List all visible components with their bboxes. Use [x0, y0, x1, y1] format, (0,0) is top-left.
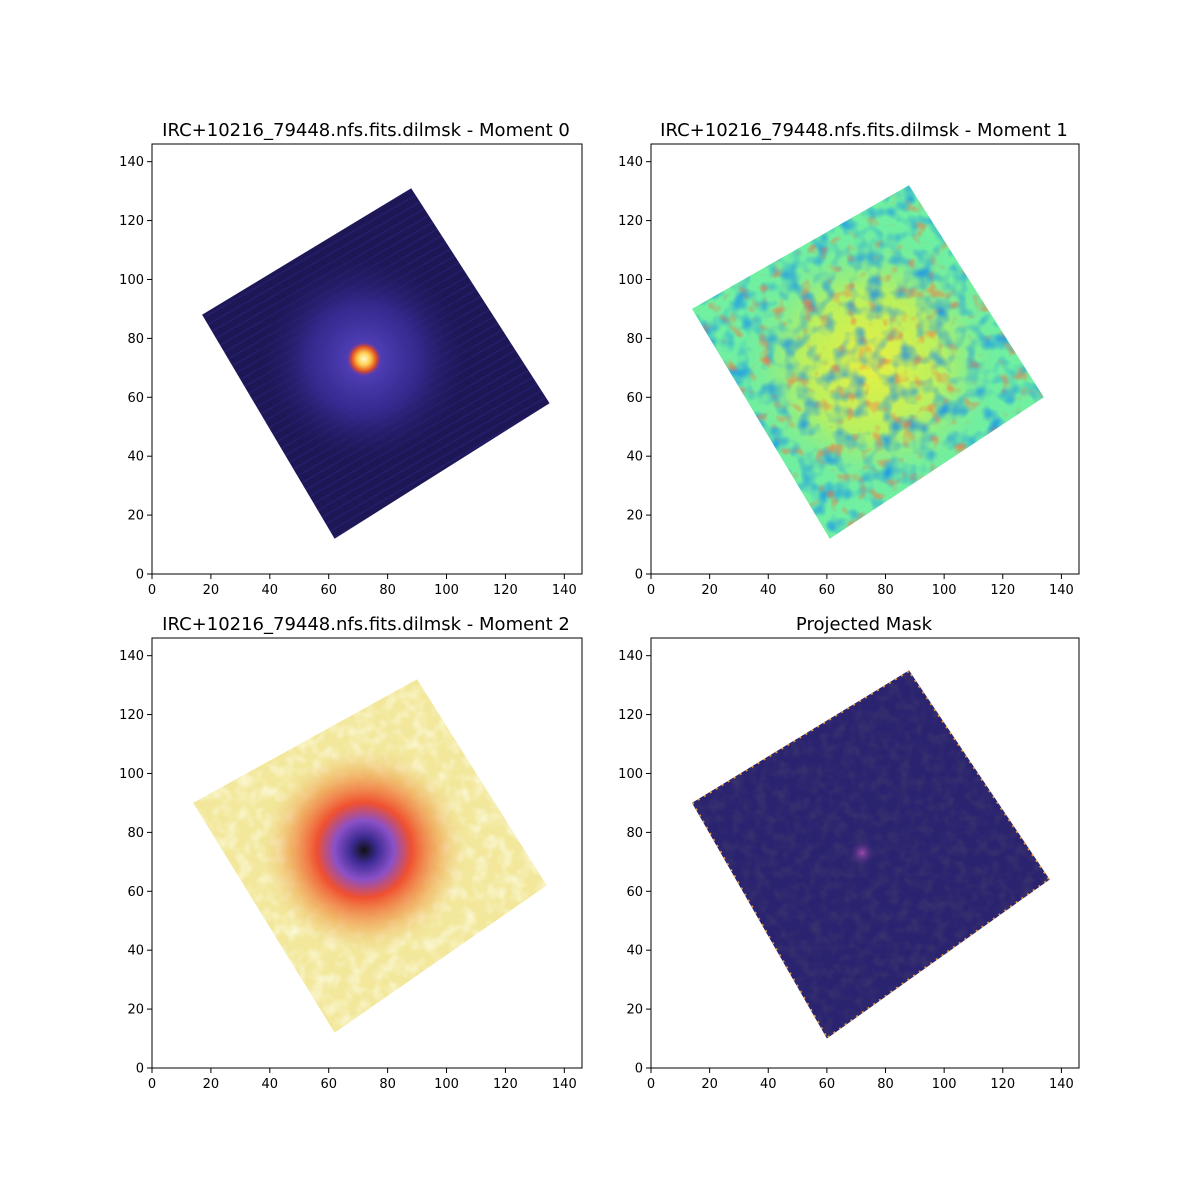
panel-title: Projected Mask: [796, 614, 933, 635]
y-tick-label: 60: [626, 391, 643, 406]
x-tick-label: 140: [1049, 583, 1074, 598]
x-tick-label: 60: [819, 1077, 836, 1092]
y-tick-label: 60: [127, 391, 144, 406]
x-tick-label: 0: [647, 583, 655, 598]
x-tick-label: 80: [877, 583, 894, 598]
y-tick-label: 40: [626, 944, 643, 959]
x-tick-label: 60: [819, 583, 836, 598]
axes-frame: [151, 637, 583, 1069]
panel-title: IRC+10216_79448.nfs.fits.dilmsk - Moment…: [162, 614, 570, 635]
x-tick-label: 100: [434, 1077, 459, 1092]
x-tick-label: 120: [493, 1077, 518, 1092]
x-tick-label: 40: [262, 1077, 279, 1092]
x-tick-label: 140: [1049, 1077, 1074, 1092]
x-tick-label: 140: [552, 583, 577, 598]
axes-frame: [650, 637, 1080, 1069]
y-tick-label: 140: [119, 155, 144, 170]
y-tick-label: 80: [127, 826, 144, 841]
mask-spot: [847, 838, 877, 868]
x-tick-label: 20: [203, 1077, 220, 1092]
panel-image: [202, 188, 550, 539]
panel-4: 0 20 40 60 80 100 120 140 0 20 40 60 80 100 120 140 Proj…: [618, 614, 1080, 1092]
x-tick-label: 140: [552, 1077, 577, 1092]
y-tick-label: 120: [119, 708, 144, 723]
y-tick-label: 0: [635, 1062, 643, 1077]
y-tick-label: 60: [127, 885, 144, 900]
x-tick-label: 40: [262, 583, 279, 598]
x-tick-label: 120: [493, 583, 518, 598]
x-tick-label: 100: [434, 583, 459, 598]
x-tick-label: 20: [701, 1077, 718, 1092]
y-tick-label: 20: [127, 1003, 144, 1018]
x-tick-label: 80: [877, 1077, 894, 1092]
panel-3: 0 20 40 60 80 100 120 140 0 20 40 60 80 100 120 140 IRC+…: [119, 614, 583, 1092]
x-tick-label: 0: [148, 1077, 156, 1092]
y-tick-label: 20: [127, 509, 144, 524]
y-tick-label: 20: [626, 1003, 643, 1018]
x-tick-label: 60: [320, 1077, 337, 1092]
x-tick-label: 40: [760, 583, 777, 598]
x-tick-label: 60: [320, 583, 337, 598]
y-tick-label: 100: [618, 273, 643, 288]
y-tick-label: 0: [635, 568, 643, 583]
panel-title: IRC+10216_79448.nfs.fits.dilmsk - Moment…: [162, 120, 570, 141]
x-tick-label: 0: [647, 1077, 655, 1092]
panel-2: 0 20 40 60 80 100 120 140 0 20 40 60 80 100 120 140 IRC+…: [618, 120, 1080, 598]
x-tick-label: 80: [379, 1077, 396, 1092]
dispersion-ring: [258, 744, 471, 957]
y-tick-label: 120: [119, 214, 144, 229]
y-tick-label: 20: [626, 509, 643, 524]
x-tick-label: 80: [379, 583, 396, 598]
y-tick-label: 0: [136, 568, 144, 583]
y-tick-label: 80: [626, 826, 643, 841]
panel-title: IRC+10216_79448.nfs.fits.dilmsk - Moment…: [660, 120, 1068, 141]
y-tick-label: 40: [127, 450, 144, 465]
y-tick-label: 140: [119, 649, 144, 664]
y-tick-label: 80: [626, 332, 643, 347]
x-tick-label: 20: [701, 583, 718, 598]
axes-frame: [151, 143, 583, 575]
y-tick-label: 80: [127, 332, 144, 347]
y-tick-label: 120: [618, 214, 643, 229]
x-tick-label: 100: [932, 583, 957, 598]
panel-image: [692, 185, 1044, 539]
y-tick-label: 100: [119, 767, 144, 782]
y-tick-label: 40: [127, 944, 144, 959]
x-tick-label: 120: [990, 583, 1015, 598]
y-tick-label: 120: [618, 708, 643, 723]
panel-image: [193, 679, 547, 1033]
y-tick-label: 60: [626, 885, 643, 900]
y-tick-label: 140: [618, 649, 643, 664]
y-tick-label: 100: [119, 273, 144, 288]
y-tick-label: 140: [618, 155, 643, 170]
panel-1: 0 20 40 60 80 100 120 140 0 20 40 60 80 100 120 140 IRC+…: [119, 120, 583, 598]
panel-image: [692, 670, 1050, 1039]
axes-frame: [650, 143, 1080, 575]
x-tick-label: 40: [760, 1077, 777, 1092]
x-tick-label: 20: [203, 583, 220, 598]
y-tick-label: 100: [618, 767, 643, 782]
y-tick-label: 0: [136, 1062, 144, 1077]
x-tick-label: 100: [932, 1077, 957, 1092]
x-tick-label: 120: [990, 1077, 1015, 1092]
y-tick-label: 40: [626, 450, 643, 465]
x-tick-label: 0: [148, 583, 156, 598]
peak: [346, 341, 382, 377]
